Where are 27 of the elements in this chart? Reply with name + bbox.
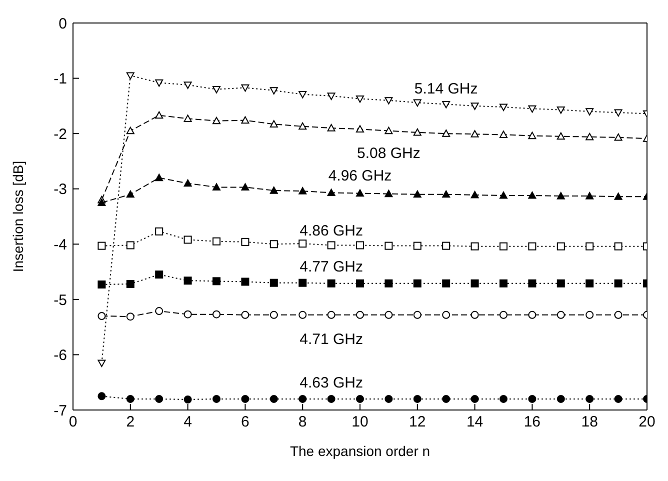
x-tick-label: 14 — [466, 414, 484, 431]
y-tick-label: -5 — [54, 292, 67, 309]
y-tick-label: -7 — [54, 402, 67, 420]
y-tick-label: -3 — [54, 181, 67, 198]
y-axis-title: Insertion loss [dB] — [10, 160, 26, 272]
series-label: 4.86 GHz — [300, 222, 363, 240]
y-tick-label: 0 — [58, 15, 67, 32]
x-axis-title: The expansion order n — [290, 443, 430, 459]
x-tick-label: 8 — [298, 414, 307, 431]
x-tick-label: 20 — [638, 414, 656, 431]
y-tick-label: -6 — [54, 347, 67, 364]
y-tick-label: -2 — [54, 126, 67, 143]
series-label: 5.14 GHz — [414, 80, 478, 98]
x-tick-label: 10 — [352, 414, 368, 431]
x-tick-label: 12 — [409, 414, 426, 431]
y-tick-label: -1 — [54, 70, 67, 88]
series-label: 4.71 GHz — [300, 331, 363, 348]
series-label: 4.77 GHz — [300, 258, 363, 276]
x-tick-label: 2 — [126, 414, 135, 431]
y-tick-label: -4 — [54, 236, 67, 254]
x-tick-label: 18 — [581, 414, 598, 431]
x-tick-label: 16 — [524, 414, 541, 431]
series-label: 5.08 GHz — [357, 145, 420, 162]
x-tick-label: 4 — [184, 414, 192, 431]
series-label: 4.96 GHz — [328, 168, 392, 185]
x-tick-label: 6 — [241, 414, 250, 431]
series-label: 4.63 GHz — [300, 374, 363, 392]
